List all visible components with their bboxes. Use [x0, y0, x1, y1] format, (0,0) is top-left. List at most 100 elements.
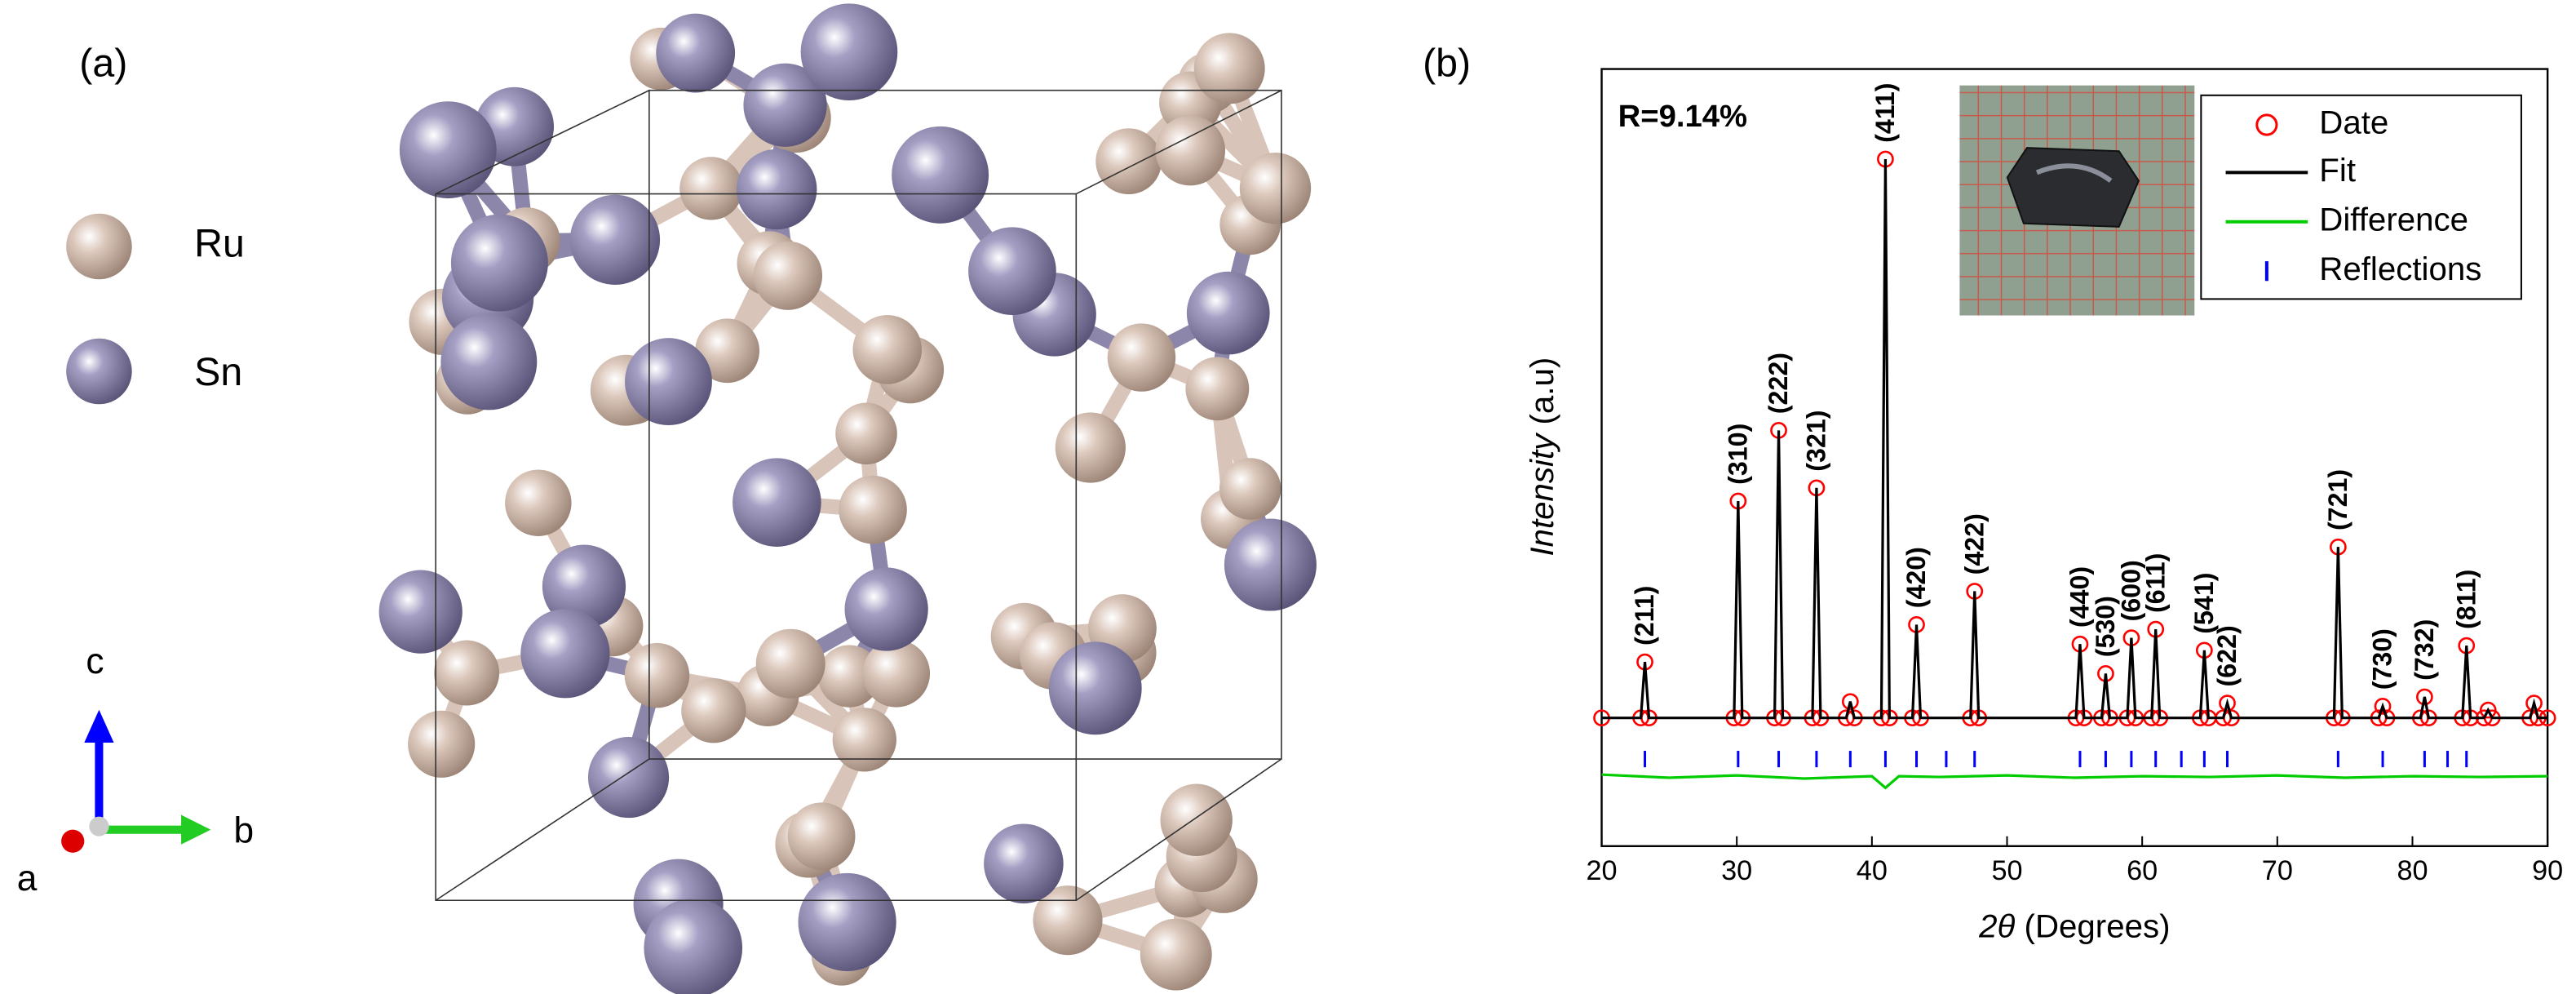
ru-atom — [1033, 885, 1103, 956]
ru-atom — [1185, 357, 1250, 421]
x-axis-label: 2θ (Degrees) — [1978, 907, 2170, 944]
sn-atom — [520, 609, 610, 699]
peak-label: (811) — [2451, 570, 2481, 629]
sn-atom — [743, 63, 827, 147]
x-tick-label: 70 — [2262, 855, 2293, 886]
sn-atom — [625, 338, 712, 426]
y-axis-label: Intensity (a.u) — [1524, 357, 1560, 557]
data-point — [2416, 688, 2433, 706]
ru-atom — [1219, 458, 1281, 520]
ru-atom — [1107, 323, 1176, 392]
peak-label: (611) — [2140, 553, 2170, 613]
sn-atom — [984, 823, 1064, 903]
y-axis-label-italic: Intensity — [1524, 432, 1560, 557]
sn-atom — [798, 872, 896, 972]
crystal-structure — [378, 3, 1317, 994]
plot-frame — [1600, 68, 2549, 848]
legend-label: Fit — [2319, 152, 2356, 189]
ru-atom — [835, 402, 897, 465]
legend-label: Sn — [194, 350, 242, 394]
legend-sn — [66, 338, 132, 405]
ru-atom — [1140, 918, 1212, 991]
sn-atom — [569, 194, 661, 285]
ru-atom — [624, 642, 690, 708]
sn-atom — [892, 126, 989, 224]
ru-atom — [681, 678, 746, 743]
axis-label: b — [234, 810, 255, 850]
ru-atom — [755, 628, 825, 699]
legend-ru — [66, 213, 132, 280]
sn-atom — [1224, 518, 1317, 611]
x-tick-label: 90 — [2532, 855, 2563, 886]
ru-atom — [1155, 115, 1226, 186]
sn-atom — [1048, 641, 1142, 735]
ru-atom — [679, 157, 743, 220]
ru-atom — [817, 645, 881, 708]
legend-label: Ru — [194, 222, 245, 266]
x-tick-label: 80 — [2397, 855, 2428, 886]
sn-atom — [800, 3, 898, 101]
sn-atom — [733, 458, 821, 547]
series-line — [1601, 773, 2548, 790]
peak-label: (541) — [2189, 573, 2219, 634]
panel-label: (a) — [79, 41, 127, 85]
sn-atom — [440, 313, 538, 410]
x-tick-label: 40 — [1857, 855, 1888, 886]
ru-atom — [1055, 412, 1126, 483]
x-tick-label: 20 — [1586, 855, 1617, 886]
peak-label: (222) — [1764, 353, 1793, 414]
ru-atom — [505, 469, 572, 536]
ru-atom — [1160, 783, 1233, 856]
legend-label: Date — [2319, 104, 2388, 141]
legend — [2200, 94, 2522, 300]
legend-label: Difference — [2319, 201, 2468, 237]
sn-atom — [656, 13, 736, 93]
data-point — [1841, 693, 1859, 711]
legend-symbol — [2255, 113, 2278, 136]
peak-label: (530) — [2091, 596, 2120, 657]
sn-atom — [542, 544, 626, 628]
peak-label: (420) — [1901, 547, 1931, 608]
peak-label: (411) — [1870, 82, 1900, 142]
data-point — [2374, 698, 2392, 715]
peak-label: (422) — [1959, 513, 1989, 575]
ru-atom — [1193, 33, 1265, 104]
ru-atom — [1095, 128, 1162, 195]
axis-label: a — [17, 859, 38, 899]
sn-atom — [378, 570, 463, 654]
ru-atom — [1239, 153, 1312, 224]
sn-atom — [450, 214, 548, 312]
sn-atom — [644, 899, 743, 994]
axis-triad — [61, 709, 211, 853]
ru-atom — [787, 802, 856, 871]
x-tick-label: 60 — [2127, 855, 2158, 886]
panel-label: (b) — [1423, 41, 1471, 85]
sn-atom — [844, 567, 928, 651]
crystal-photo — [2006, 147, 2140, 228]
crystal-shine — [2035, 163, 2113, 183]
axis-label: c — [86, 641, 104, 681]
sn-atom — [968, 227, 1056, 316]
peak-label: (622) — [2212, 625, 2242, 686]
peak-label: (211) — [1630, 586, 1659, 646]
x-axis-label-rest: (Degrees) — [2015, 907, 2170, 944]
annotation: R=9.14% — [1618, 99, 1747, 134]
peak-label: (310) — [1723, 424, 1752, 485]
x-axis-label-italic: 2θ — [1978, 907, 2015, 944]
ru-atom — [753, 241, 823, 310]
x-tick-label: 50 — [1991, 855, 2022, 886]
ru-atom — [832, 708, 896, 772]
ru-atom — [695, 318, 760, 384]
legend-label: Reflections — [2319, 251, 2481, 287]
peak-label: (730) — [2368, 628, 2397, 690]
sn-atom — [1186, 271, 1270, 355]
cell-box — [435, 89, 1282, 902]
ru-atom — [862, 639, 931, 708]
ru-atom — [408, 710, 476, 778]
peak-label: (600) — [2116, 560, 2145, 621]
peak-label: (721) — [2323, 469, 2352, 530]
sn-atom — [587, 736, 670, 819]
peak-label: (321) — [1801, 410, 1830, 472]
series-line — [1601, 159, 2548, 720]
